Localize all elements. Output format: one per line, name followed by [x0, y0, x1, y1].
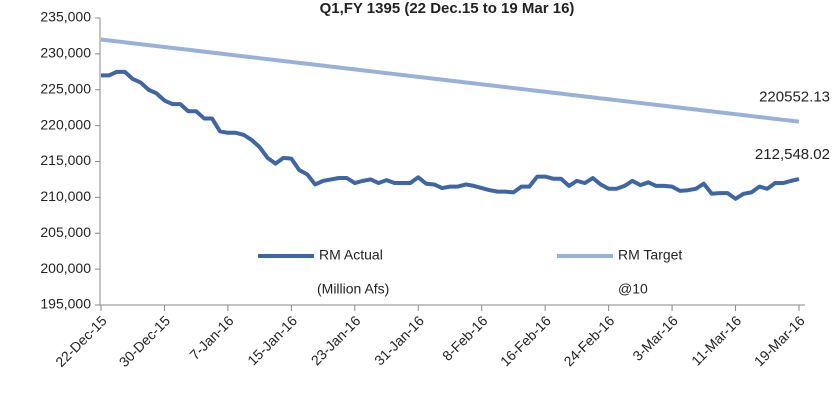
annotation: @10 [618, 281, 648, 297]
series-line [101, 69, 800, 201]
x-tick-label: 8-Feb-16 [439, 312, 491, 364]
x-tick-label: 23-Jan-16 [308, 312, 364, 368]
x-tick-label: 30-Dec-15 [116, 312, 174, 370]
x-tick-label: 7-Jan-16 [186, 312, 237, 363]
data-label: 212,548.02 [755, 146, 830, 163]
x-tick-label: 15-Jan-16 [244, 312, 300, 368]
y-tick-label: 230,000 [40, 45, 91, 61]
y-tick-label: 235,000 [40, 9, 91, 25]
x-tick-label: 11-Mar-16 [688, 312, 744, 368]
legend-label: RM Target [618, 247, 682, 263]
y-tick-label: 205,000 [40, 224, 91, 240]
annotation: (Million Afs) [317, 281, 389, 297]
x-tick-label: 16-Feb-16 [497, 312, 554, 369]
x-tick-label: 19-Mar-16 [751, 312, 808, 369]
y-tick-label: 225,000 [40, 80, 91, 96]
data-label: 220552.13 [759, 89, 830, 106]
x-tick-label: 22-Dec-15 [52, 312, 110, 370]
chart-title: Q1,FY 1395 (22 Dec.15 to 19 Mar 16) [320, 0, 575, 17]
x-tick-label: 24-Feb-16 [560, 312, 617, 369]
x-tick-label: 31-Jan-16 [371, 312, 427, 368]
x-tick-label: 3-Mar-16 [629, 312, 681, 364]
series-line [100, 37, 800, 124]
y-tick-label: 215,000 [40, 152, 91, 168]
y-tick-label: 210,000 [40, 188, 91, 204]
y-tick-label: 200,000 [40, 260, 91, 276]
y-tick-label: 195,000 [40, 296, 91, 312]
y-tick-label: 220,000 [40, 116, 91, 132]
legend-label: RM Actual [319, 247, 383, 263]
